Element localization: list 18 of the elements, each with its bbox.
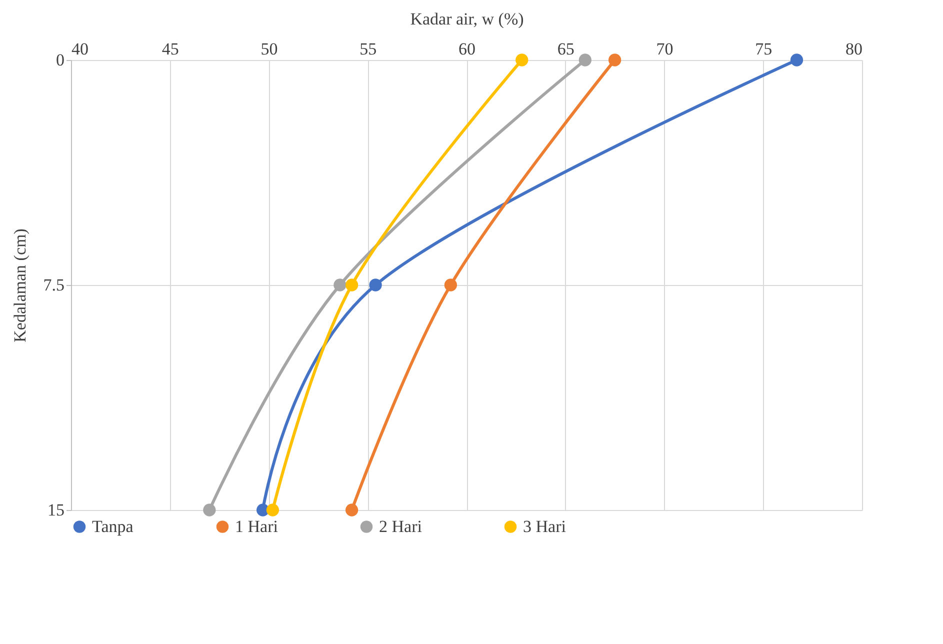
y-tick-label: 0 xyxy=(56,50,64,70)
legend-label: Tanpa xyxy=(92,516,134,536)
y-tick-label: 7.5 xyxy=(43,276,64,294)
x-tick-label: 50 xyxy=(260,40,278,58)
x-tick-label: 55 xyxy=(360,40,377,58)
x-tick-label: 65 xyxy=(557,40,574,58)
x-tick-label: 40 xyxy=(72,40,88,58)
x-tick-label: 45 xyxy=(162,40,179,58)
y-axis-title: Kedalaman (cm) xyxy=(10,228,30,342)
x-tick-label: 60 xyxy=(458,40,476,58)
legend-label: 3 Hari xyxy=(523,516,566,536)
x-tick-label: 70 xyxy=(656,40,674,58)
x-tick-label: 80 xyxy=(846,40,862,58)
y-tick-label: 15 xyxy=(48,500,64,520)
legend-label: 2 Hari xyxy=(379,516,422,536)
x-tick-label: 75 xyxy=(755,40,772,58)
legend-label: 1 Hari xyxy=(235,516,278,536)
x-axis-title: Kadar air, w (%) xyxy=(410,10,524,28)
